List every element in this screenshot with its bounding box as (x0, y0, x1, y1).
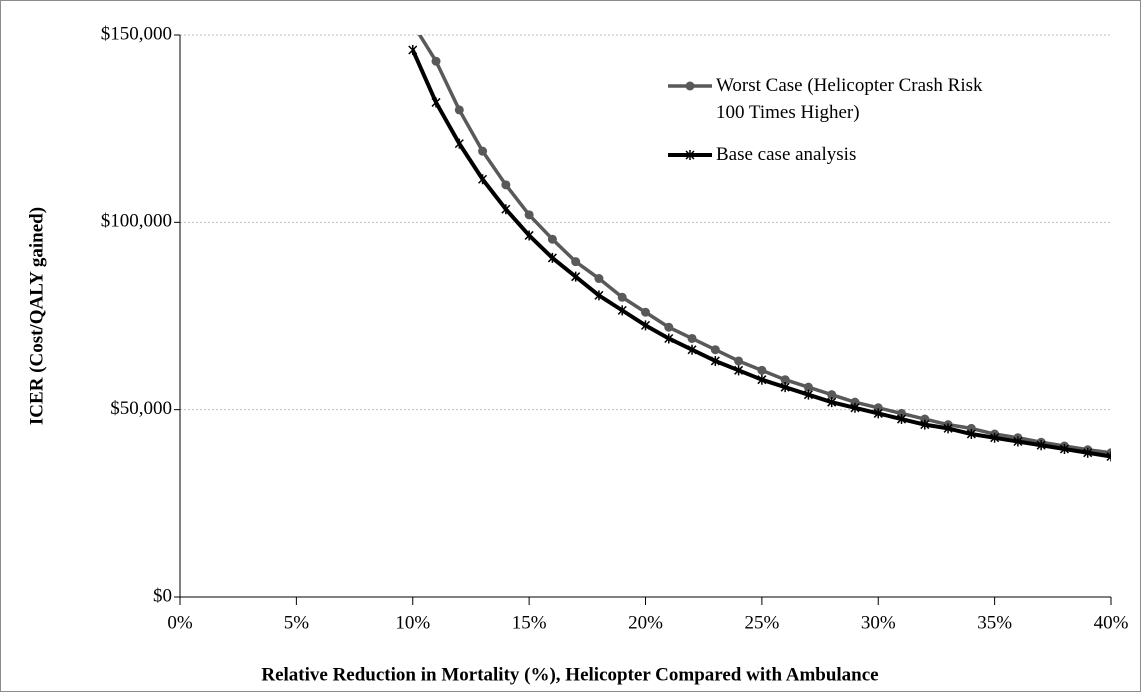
marker (524, 230, 534, 241)
marker (454, 105, 464, 115)
y-tick-label: $50,000 (110, 398, 172, 419)
x-tick-label: 10% (395, 612, 430, 633)
marker (1059, 444, 1069, 455)
plot-area (408, 19, 1111, 462)
marker (454, 138, 464, 149)
marker (803, 382, 813, 392)
marker (617, 292, 627, 302)
marker (431, 56, 441, 66)
legend-label: Base case analysis (716, 144, 857, 165)
marker (501, 180, 511, 190)
x-axis-title: Relative Reduction in Mortality (%), Hel… (261, 664, 878, 685)
x-tick-label: 20% (628, 612, 663, 633)
grid (180, 34, 1111, 411)
marker (594, 274, 604, 284)
marker (780, 375, 790, 385)
marker (803, 389, 813, 400)
marker (734, 356, 744, 366)
x-tick-label: 5% (284, 612, 310, 633)
x-tick-label: 0% (167, 612, 193, 633)
marker (920, 419, 930, 430)
marker (966, 423, 976, 433)
marker (873, 408, 883, 419)
marker (943, 423, 953, 434)
marker (687, 344, 697, 355)
y-tick-label: $0 (153, 585, 172, 606)
marker (571, 257, 581, 267)
marker (990, 432, 1000, 443)
marker (710, 355, 720, 366)
marker (757, 374, 767, 385)
x-tick-label: 40% (1094, 612, 1129, 633)
marker (571, 271, 581, 282)
x-tick-label: 25% (744, 612, 779, 633)
x-tick-label: 30% (861, 612, 896, 633)
marker (478, 146, 488, 156)
marker (641, 307, 650, 317)
marker (850, 402, 860, 413)
marker (896, 414, 907, 425)
marker (757, 365, 767, 375)
marker (966, 429, 976, 440)
legend-label: Worst Case (Helicopter Crash Risk 100 Ti… (716, 75, 983, 123)
y-tick-label: $150,000 (101, 23, 172, 44)
x-tick-label: 35% (977, 612, 1012, 633)
marker (664, 333, 674, 344)
marker (431, 97, 441, 108)
marker (780, 382, 790, 393)
marker (710, 345, 720, 355)
marker (734, 365, 744, 376)
marker (1106, 451, 1111, 462)
y-axis-title: ICER (Cost/QALY gained) (26, 207, 47, 425)
marker (850, 397, 860, 407)
marker (524, 210, 534, 220)
marker (617, 305, 627, 316)
marker (547, 234, 557, 244)
marker (640, 320, 651, 331)
y-tick-label: $100,000 (101, 211, 172, 232)
marker (827, 390, 837, 400)
marker (920, 414, 930, 424)
marker (478, 174, 488, 185)
marker (873, 403, 883, 413)
marker (1013, 436, 1023, 447)
marker (408, 19, 417, 28)
marker (594, 290, 604, 301)
marker (408, 44, 418, 55)
marker (827, 397, 837, 408)
x-tick-label: 15% (512, 612, 547, 633)
marker (664, 322, 674, 332)
marker (685, 150, 695, 160)
marker (685, 81, 695, 91)
marker (687, 333, 697, 343)
marker (501, 204, 511, 215)
marker (1036, 440, 1046, 451)
marker (547, 252, 557, 263)
marker (897, 408, 907, 418)
marker (1083, 447, 1093, 458)
